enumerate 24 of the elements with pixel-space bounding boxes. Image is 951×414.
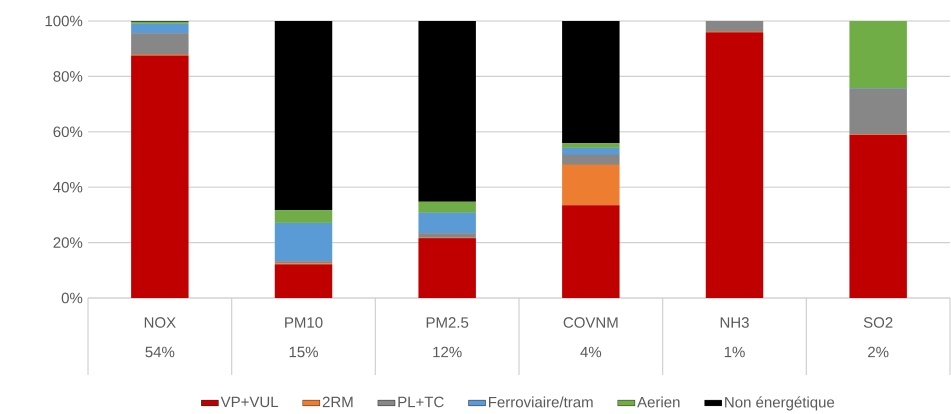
- y-tick-label: 100%: [46, 16, 82, 26]
- x-tick-label: PM2.5: [426, 317, 468, 328]
- legend-label: Non énergétique: [725, 396, 834, 410]
- text: 12%: [433, 346, 462, 358]
- legend-label: 2RM: [322, 396, 352, 408]
- x-tick-label: COVNM: [564, 317, 618, 328]
- y-tick-label: 40%: [53, 182, 82, 192]
- text: 15%: [290, 346, 318, 358]
- text: 54%: [145, 346, 174, 358]
- legend-label: Aerien: [637, 396, 680, 408]
- legend-label: VP+VUL: [220, 396, 278, 408]
- y-tick-label: 60%: [54, 126, 82, 138]
- x-tick-label: NOX: [144, 317, 176, 328]
- text: 1%: [724, 346, 745, 358]
- y-tick-label: 20%: [54, 237, 82, 248]
- y-tick-label: 80%: [53, 71, 82, 82]
- x-tick-label: PM10: [285, 317, 322, 328]
- legend-label: PL+TC: [398, 396, 444, 408]
- x-tick-label: NH3: [720, 317, 749, 328]
- y-tick-label: 0%: [62, 292, 82, 304]
- text: 4%: [580, 346, 602, 358]
- x-tick-label: SO2: [864, 317, 892, 328]
- legend-label: Ferroviaire/tram: [488, 396, 593, 408]
- text: 2%: [868, 346, 888, 358]
